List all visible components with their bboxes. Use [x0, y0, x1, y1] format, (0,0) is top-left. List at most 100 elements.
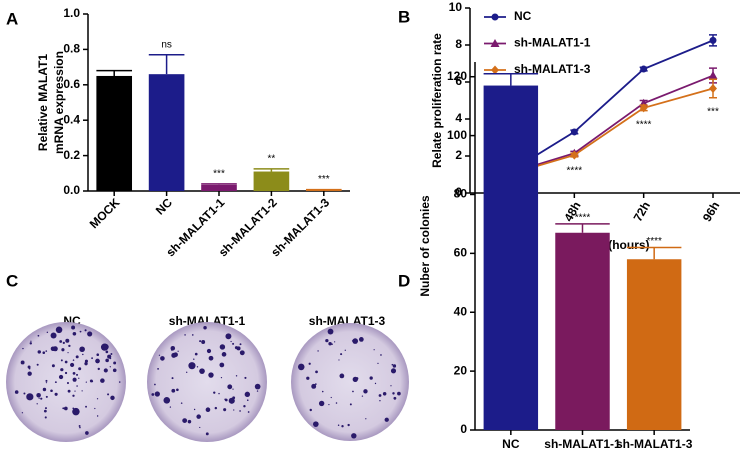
marker [709, 36, 717, 44]
colony [392, 364, 397, 368]
dish-label: sh-MALAT1-1 [169, 314, 246, 328]
colony [72, 371, 76, 375]
colony [76, 373, 79, 376]
colony [352, 338, 359, 344]
marker [709, 83, 717, 93]
error-bar [305, 188, 342, 191]
colony [36, 403, 38, 405]
significance: **** [567, 166, 583, 177]
colony [158, 354, 161, 356]
colony [397, 391, 401, 396]
colony [96, 353, 100, 357]
colony [44, 416, 47, 419]
colony [62, 407, 65, 410]
colony [225, 333, 232, 340]
error-bar [253, 168, 290, 172]
colony [112, 368, 117, 373]
colony [89, 379, 93, 383]
colony [390, 385, 392, 387]
x-tick-label: sh-MALAT1-1 [544, 437, 621, 451]
panel-label: B [398, 7, 410, 26]
colony [374, 382, 377, 385]
colony [364, 389, 366, 392]
colony [78, 367, 82, 371]
colony [220, 377, 223, 379]
colony [40, 397, 43, 400]
colony [391, 363, 394, 366]
colony [50, 332, 57, 339]
colony [154, 383, 156, 386]
colony [45, 379, 48, 382]
colony [54, 392, 58, 396]
colony [335, 402, 338, 404]
colony [239, 410, 241, 412]
colony [256, 390, 259, 392]
colony [72, 331, 77, 336]
colony [64, 371, 68, 375]
bar [555, 232, 610, 430]
y-tick-label: 0.6 [63, 77, 80, 91]
colony [103, 368, 108, 373]
significance: *** [213, 169, 225, 180]
marker [708, 71, 718, 80]
colony [46, 331, 49, 334]
colony [239, 343, 242, 346]
significance: **** [636, 119, 652, 130]
colony [65, 338, 70, 343]
y-tick-label: 120 [447, 69, 467, 83]
colony [334, 341, 336, 343]
colony [177, 350, 179, 352]
colony [76, 385, 78, 387]
bar [148, 74, 185, 191]
colony [171, 352, 177, 358]
colony [84, 359, 88, 363]
colony [61, 348, 65, 352]
colony [72, 377, 77, 382]
colony [339, 373, 345, 379]
y-tick-label: 20 [454, 363, 468, 377]
series-line [504, 74, 714, 176]
panel-label: A [6, 9, 18, 28]
colony [361, 395, 364, 397]
colony [358, 337, 364, 342]
colony [79, 330, 82, 333]
colony [228, 397, 235, 404]
colony [78, 424, 81, 427]
colony [52, 346, 58, 352]
colony [21, 412, 24, 414]
colony [380, 354, 382, 356]
colony [193, 408, 196, 411]
colony [81, 390, 83, 392]
colony [60, 359, 63, 362]
error-bar [148, 53, 185, 75]
colony [44, 407, 47, 410]
colony [379, 400, 381, 402]
colony [199, 340, 202, 343]
colony [235, 375, 238, 377]
colony [338, 359, 340, 361]
colony [22, 347, 24, 350]
colony [243, 405, 246, 408]
colony [107, 393, 110, 396]
y-tick-label: 0 [460, 422, 467, 436]
colony [79, 346, 85, 353]
colony [160, 356, 165, 361]
colony [170, 348, 174, 351]
y-tick-label: 0.8 [63, 42, 80, 56]
colony [38, 397, 40, 399]
colony [254, 383, 261, 390]
x-tick-label: 72h [631, 199, 653, 224]
colony [85, 381, 87, 383]
series-line [504, 39, 714, 176]
colony [42, 351, 46, 354]
colony [27, 365, 31, 369]
colony [219, 344, 226, 350]
bar [483, 85, 539, 430]
colony [223, 408, 227, 412]
colony [194, 352, 198, 356]
error-bar [626, 246, 682, 260]
significance: ns [161, 39, 172, 50]
colony [109, 366, 111, 368]
significance: **** [575, 213, 591, 224]
